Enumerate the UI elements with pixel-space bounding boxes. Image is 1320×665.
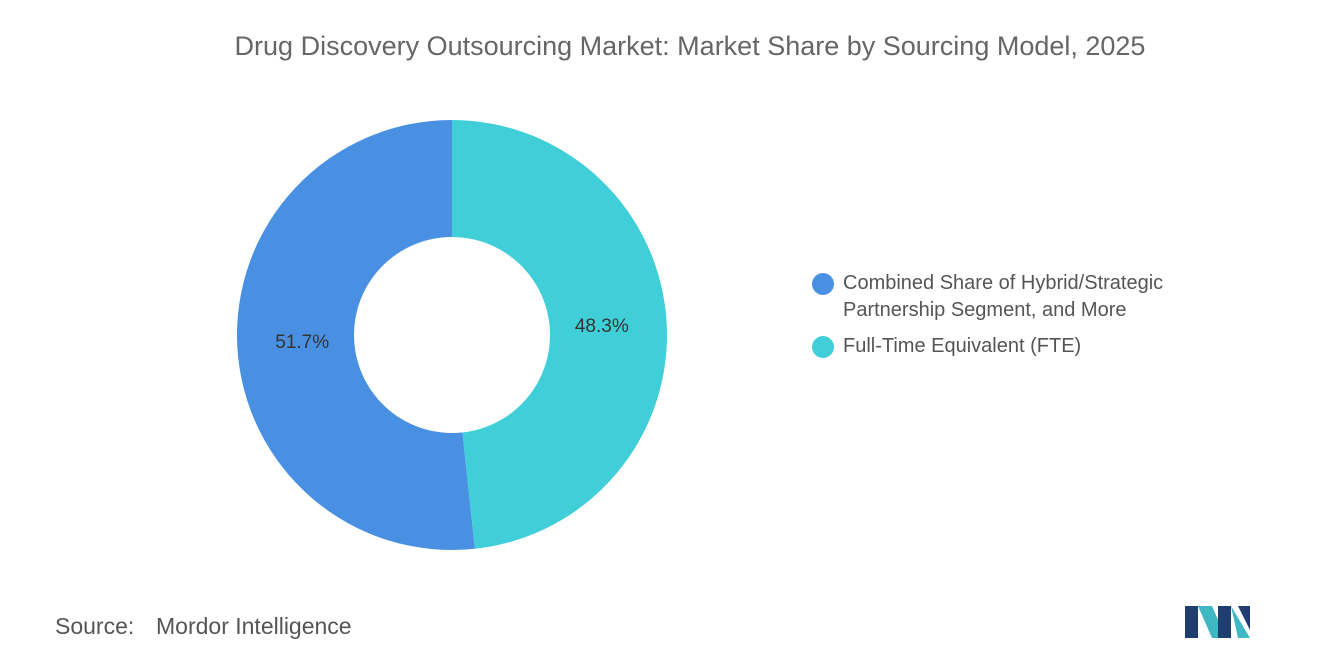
legend-label: Full-Time Equivalent (FTE) [843,335,1082,357]
legend-marker [812,273,834,295]
chart-title: Drug Discovery Outsourcing Market: Marke… [235,31,1146,61]
donut-slice [236,120,475,550]
source-label: Source: [55,613,134,639]
legend-item: Combined Share of Hybrid/Strategic Partn… [812,270,1232,324]
legend-item: Full-Time Equivalent (FTE) [812,333,1232,360]
data-label: 48.3% [575,316,629,337]
source: Mordor Intelligence [156,613,352,639]
logo [1185,606,1250,638]
legend-label: Combined Share of Hybrid/Strategic Partn… [843,272,1164,321]
donut-slice [452,120,667,549]
data-label: 51.7% [275,332,329,353]
legend-marker [812,336,834,358]
